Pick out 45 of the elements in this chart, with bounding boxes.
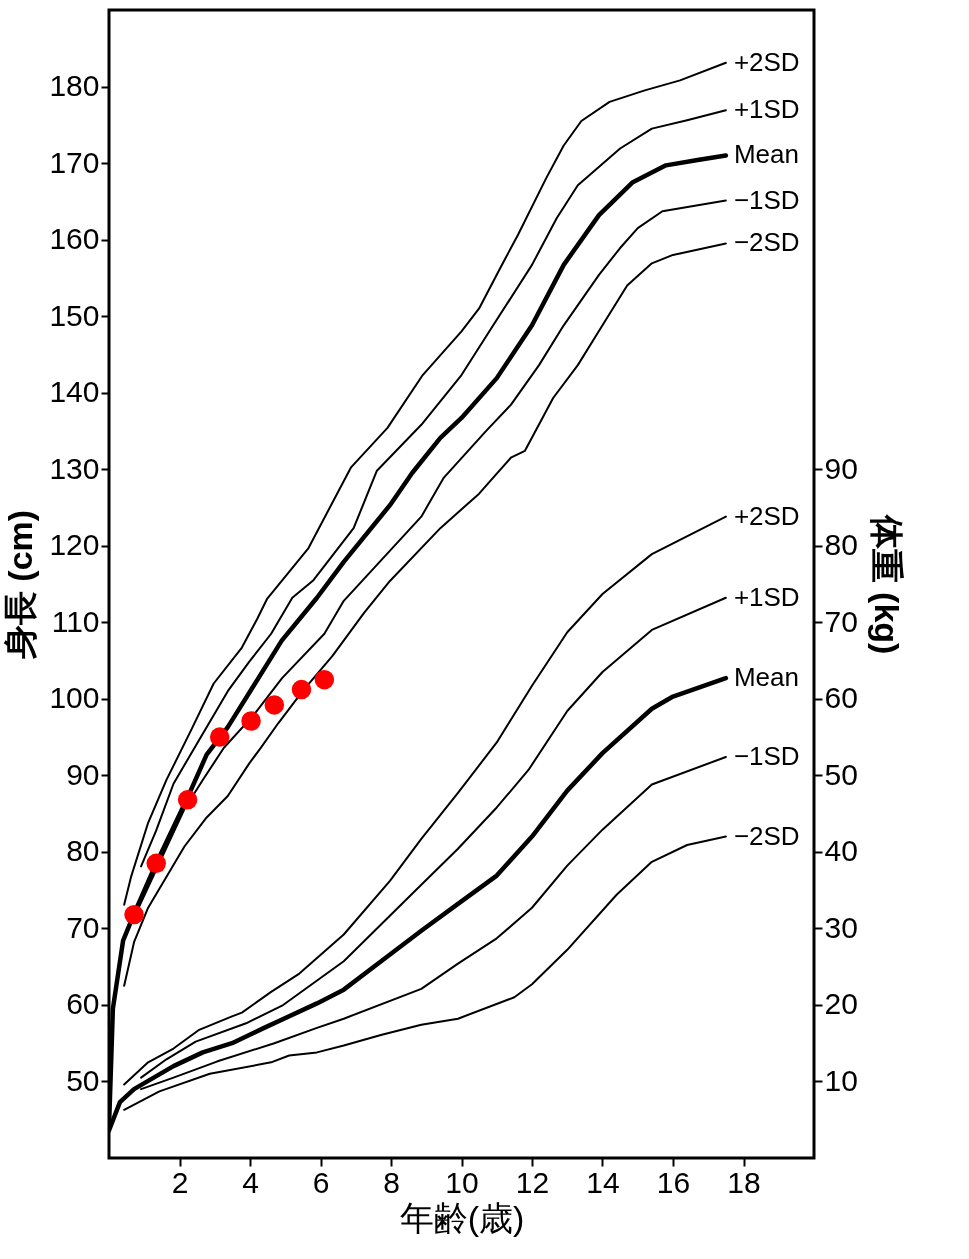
series-label: −2SD — [733, 820, 800, 851]
y-tick-label: 80 — [66, 834, 100, 868]
y2-tick-label: 10 — [824, 1063, 858, 1097]
y-tick-label: 60 — [66, 987, 100, 1021]
x-tick-label: 6 — [312, 1165, 330, 1199]
x-axis-title: 年齢(歳) — [399, 1198, 525, 1237]
y-tick-label: 90 — [66, 757, 100, 791]
series-label: −1SD — [733, 184, 800, 215]
y2-tick-label: 30 — [824, 910, 858, 944]
y2-tick-label: 80 — [824, 528, 858, 562]
series-label: −1SD — [733, 740, 800, 771]
x-tick-label: 10 — [445, 1165, 479, 1199]
series-label: Mean — [733, 139, 799, 170]
y-tick-label: 140 — [49, 375, 100, 409]
y2-tick-label: 50 — [824, 757, 858, 791]
y-tick-label: 180 — [49, 69, 100, 103]
y-tick-label: 110 — [51, 604, 100, 638]
y2-tick-label: 40 — [824, 834, 858, 868]
series-label: +1SD — [733, 94, 800, 125]
series-label: +2SD — [733, 500, 800, 531]
x-tick-label: 2 — [171, 1165, 189, 1199]
y-tick-label: 50 — [66, 1063, 100, 1097]
y-tick-label: 70 — [66, 910, 100, 944]
series-label: +2SD — [733, 46, 800, 77]
y2-tick-label: 70 — [824, 604, 858, 638]
series-label: Mean — [733, 662, 799, 693]
x-tick-label: 4 — [242, 1165, 259, 1199]
x-tick-label: 12 — [515, 1165, 550, 1199]
x-tick-label: 8 — [383, 1165, 400, 1199]
y-tick-label: 100 — [49, 681, 100, 715]
y-tick-label: 130 — [49, 451, 100, 485]
y2-axis-title: 体重 (kg) — [867, 513, 906, 655]
y-tick-label: 120 — [49, 528, 100, 562]
y2-tick-label: 90 — [824, 451, 858, 485]
y2-tick-label: 20 — [824, 987, 858, 1021]
series-label: +1SD — [733, 581, 800, 612]
y-tick-label: 150 — [49, 298, 100, 332]
y-axis-title: 身長 (cm) — [1, 509, 40, 661]
y-tick-label: 160 — [49, 222, 100, 256]
y-tick-label: 170 — [49, 145, 100, 179]
y2-tick-label: 60 — [824, 681, 858, 715]
x-tick-label: 14 — [586, 1165, 620, 1199]
x-tick-label: 16 — [656, 1165, 691, 1199]
x-tick-label: 18 — [727, 1165, 761, 1199]
series-label: −2SD — [733, 227, 800, 258]
